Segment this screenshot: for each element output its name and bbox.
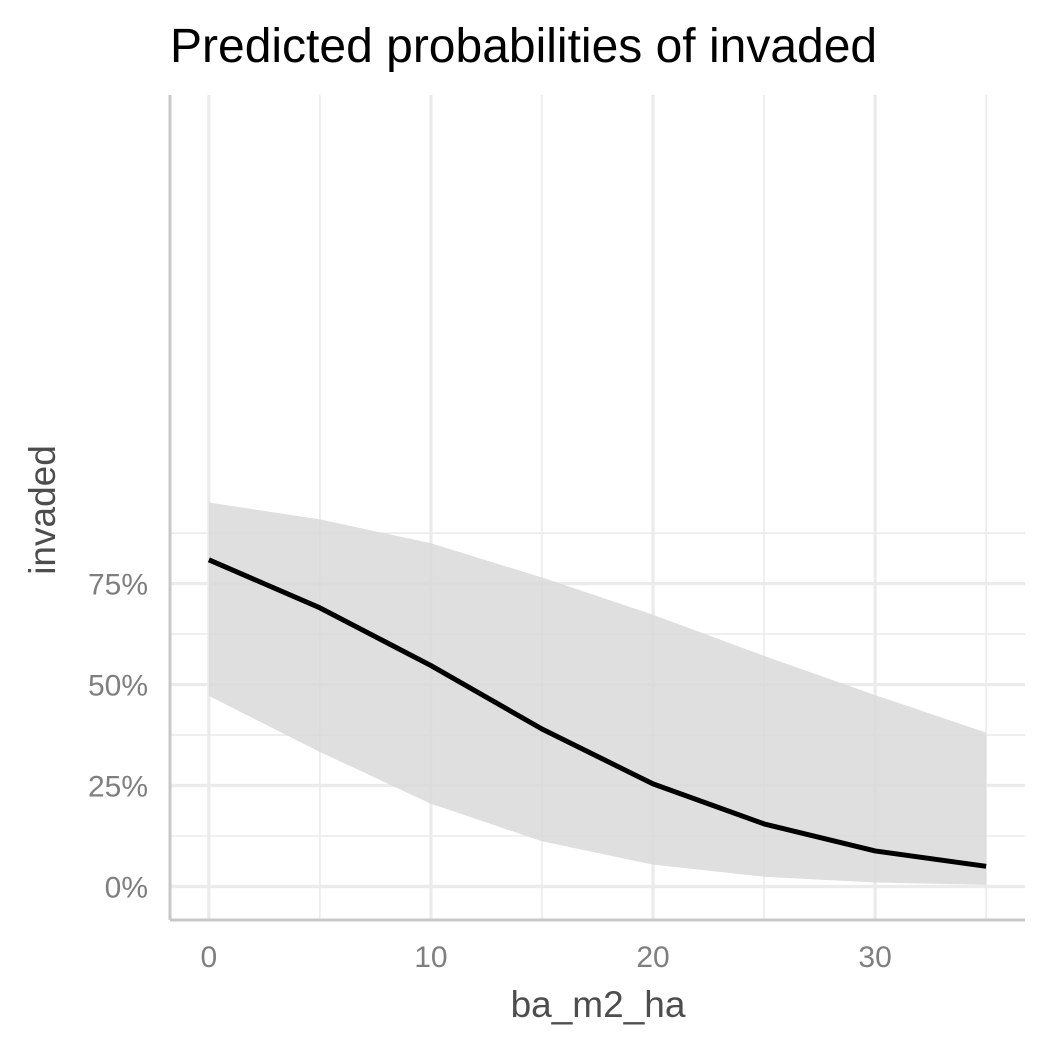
axes [168,95,1025,922]
confidence-band-area [208,502,987,885]
y-tick-label: 0% [105,871,148,904]
prediction-line-path [207,557,987,869]
tick-labels: 0 10 20 30 0% 25% 50% 75% [88,569,892,974]
y-axis-label: invaded [22,445,63,575]
y-tick-label: 50% [88,670,148,703]
confidence-band [208,502,987,885]
x-axis-label: ba_m2_ha [511,984,686,1025]
y-tick-label: 75% [88,569,148,602]
chart-title: Predicted probabilities of invaded [170,20,877,73]
prediction-line [207,557,987,869]
y-tick-label: 25% [88,771,148,804]
x-tick-label: 10 [414,941,447,974]
x-tick-label: 20 [636,941,669,974]
x-tick-label: 30 [858,941,891,974]
x-tick-label: 0 [201,941,218,974]
